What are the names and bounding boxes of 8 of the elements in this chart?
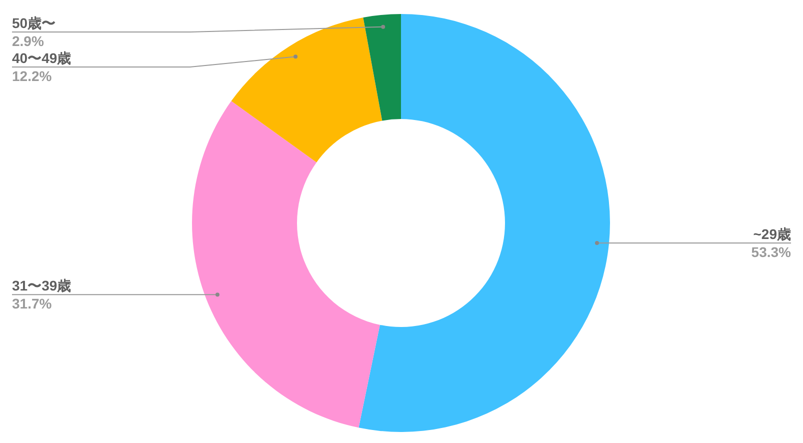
data-label: 53.3%: [751, 244, 792, 260]
data-label: 12.2%: [12, 68, 52, 84]
data-label: 2.9%: [12, 33, 44, 49]
slice-label: 50歳〜: [12, 15, 56, 31]
slice-label: ~29歳: [753, 226, 791, 242]
slice-label: 31〜39歳: [12, 278, 72, 294]
slice-label: 40〜49歳: [12, 50, 72, 66]
data-label: 31.7%: [12, 296, 52, 312]
